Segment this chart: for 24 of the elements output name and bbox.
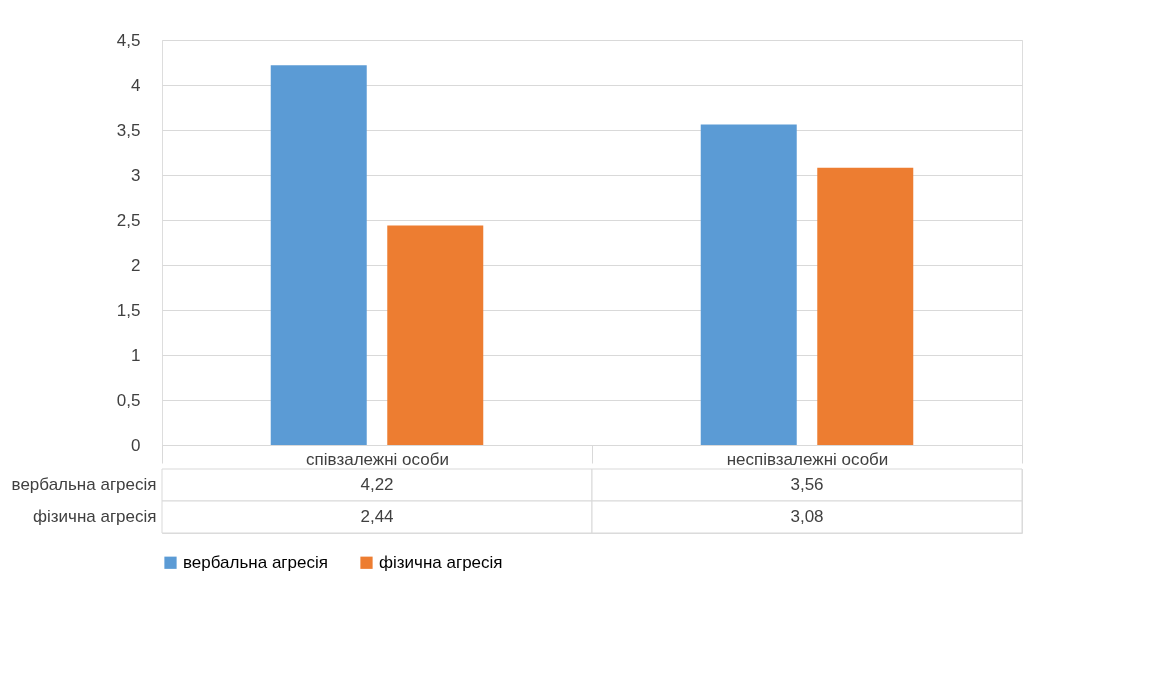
y-tick-label: 3,5 bbox=[116, 120, 141, 140]
y-tick-label: 1,5 bbox=[116, 300, 141, 320]
data-label: 2,44 bbox=[360, 507, 394, 526]
y-tick-label: 0,5 bbox=[116, 390, 141, 410]
bar bbox=[387, 225, 484, 445]
bar bbox=[270, 65, 367, 445]
text: фізична агресія bbox=[32, 507, 157, 526]
data-label: 3,56 bbox=[790, 475, 824, 494]
x-tick-label: неспівзалежні особи bbox=[726, 449, 889, 469]
y-tick-label: 0 bbox=[131, 435, 141, 455]
text: вербальна агресія bbox=[11, 475, 157, 494]
y-tick-label: 3 bbox=[131, 165, 141, 185]
legend-label: вербальна агресія bbox=[183, 552, 328, 572]
y-tick-label: 2 bbox=[131, 255, 141, 275]
legend-label: фізична агресія bbox=[379, 552, 503, 572]
y-tick-label: 2,5 bbox=[116, 210, 141, 230]
data-label: 4,22 bbox=[360, 475, 394, 494]
data-label: 3,08 bbox=[790, 507, 824, 526]
y-tick-label: 4,5 bbox=[116, 30, 141, 50]
bar bbox=[817, 167, 914, 445]
y-tick-label: 4 bbox=[131, 75, 141, 95]
x-tick-label: співзалежні особи bbox=[306, 449, 449, 469]
y-tick-label: 1 bbox=[131, 345, 141, 365]
bar bbox=[700, 124, 797, 445]
